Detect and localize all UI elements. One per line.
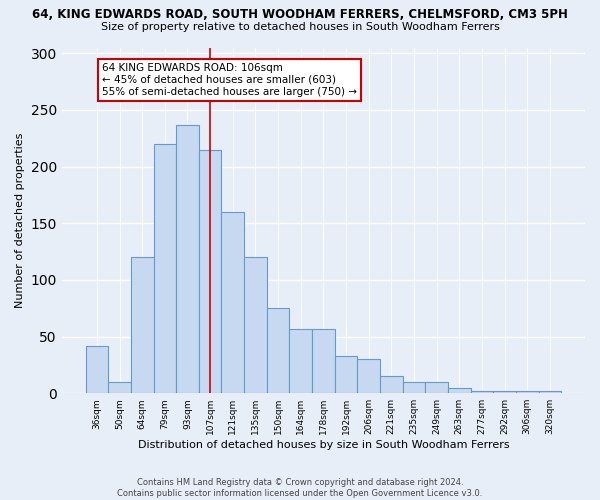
Bar: [131, 257, 154, 393]
Y-axis label: Number of detached properties: Number of detached properties: [15, 132, 25, 308]
Bar: [448, 388, 470, 393]
Bar: [493, 391, 516, 393]
Bar: [312, 328, 335, 393]
Bar: [267, 308, 289, 393]
Bar: [470, 391, 493, 393]
X-axis label: Distribution of detached houses by size in South Woodham Ferrers: Distribution of detached houses by size …: [137, 440, 509, 450]
Bar: [516, 391, 539, 393]
Bar: [176, 124, 199, 393]
Text: Size of property relative to detached houses in South Woodham Ferrers: Size of property relative to detached ho…: [101, 22, 499, 32]
Text: Contains HM Land Registry data © Crown copyright and database right 2024.
Contai: Contains HM Land Registry data © Crown c…: [118, 478, 482, 498]
Bar: [358, 359, 380, 393]
Bar: [425, 382, 448, 393]
Bar: [289, 328, 312, 393]
Bar: [108, 382, 131, 393]
Bar: [86, 346, 108, 393]
Bar: [154, 144, 176, 393]
Bar: [380, 376, 403, 393]
Bar: [244, 257, 267, 393]
Bar: [335, 356, 358, 393]
Bar: [199, 150, 221, 393]
Bar: [221, 212, 244, 393]
Bar: [403, 382, 425, 393]
Bar: [539, 391, 561, 393]
Text: 64 KING EDWARDS ROAD: 106sqm
← 45% of detached houses are smaller (603)
55% of s: 64 KING EDWARDS ROAD: 106sqm ← 45% of de…: [102, 64, 357, 96]
Text: 64, KING EDWARDS ROAD, SOUTH WOODHAM FERRERS, CHELMSFORD, CM3 5PH: 64, KING EDWARDS ROAD, SOUTH WOODHAM FER…: [32, 8, 568, 20]
